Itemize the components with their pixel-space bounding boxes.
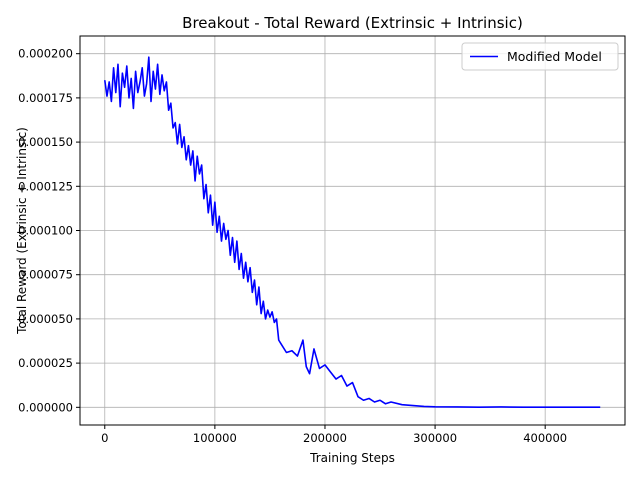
x-tick-label: 100000 — [193, 431, 237, 445]
y-tick-label: 0.000150 — [18, 135, 73, 149]
x-axis-label: Training Steps — [309, 451, 395, 465]
x-tick-label: 400000 — [523, 431, 567, 445]
x-axis-ticks: 0 100000 200000 300000 400000 — [101, 425, 567, 445]
y-tick-label: 0.000075 — [18, 268, 73, 282]
series-line-modified-model — [103, 56, 601, 408]
y-tick-label: 0.000100 — [18, 224, 73, 238]
x-tick-label: 0 — [101, 431, 108, 445]
y-tick-label: 0.000175 — [18, 91, 73, 105]
legend: Modified Model — [461, 42, 619, 71]
series-layer — [103, 56, 601, 408]
y-tick-label: 0.000000 — [18, 400, 73, 414]
y-tick-label: 0.000200 — [18, 47, 73, 61]
legend-box — [461, 42, 619, 71]
chart-title: Breakout - Total Reward (Extrinsic + Int… — [182, 14, 523, 32]
x-tick-label: 300000 — [413, 431, 457, 445]
y-axis-ticks: 0.000000 0.000025 0.000050 0.000075 0.000100… — [18, 47, 80, 414]
y-tick-label: 0.000050 — [18, 312, 73, 326]
y-tick-label: 0.000125 — [18, 179, 73, 193]
y-tick-label: 0.000025 — [18, 356, 73, 370]
legend-label-modified-model: Modified Model — [507, 49, 602, 64]
y-axis-label: Total Reward (Extrinsic + Intrinsic) — [15, 127, 29, 335]
x-tick-label: 200000 — [303, 431, 347, 445]
